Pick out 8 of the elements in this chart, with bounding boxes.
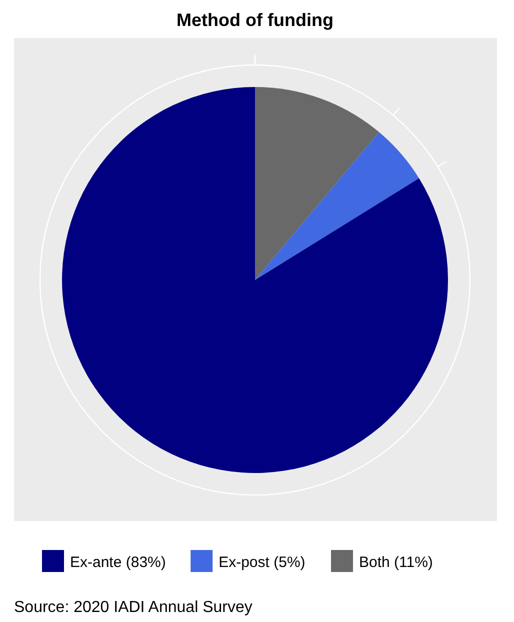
chart-title: Method of funding [176,10,334,30]
legend-label: Ex-ante (83%) [70,554,166,571]
legend-label: Both (11%) [359,554,433,571]
source-note: Source: 2020 IADI Annual Survey [14,599,252,616]
pie-slice [255,132,419,280]
pie-slice [255,87,380,280]
pie-slice [62,87,448,473]
legend-label: Ex-post (5%) [218,554,306,571]
